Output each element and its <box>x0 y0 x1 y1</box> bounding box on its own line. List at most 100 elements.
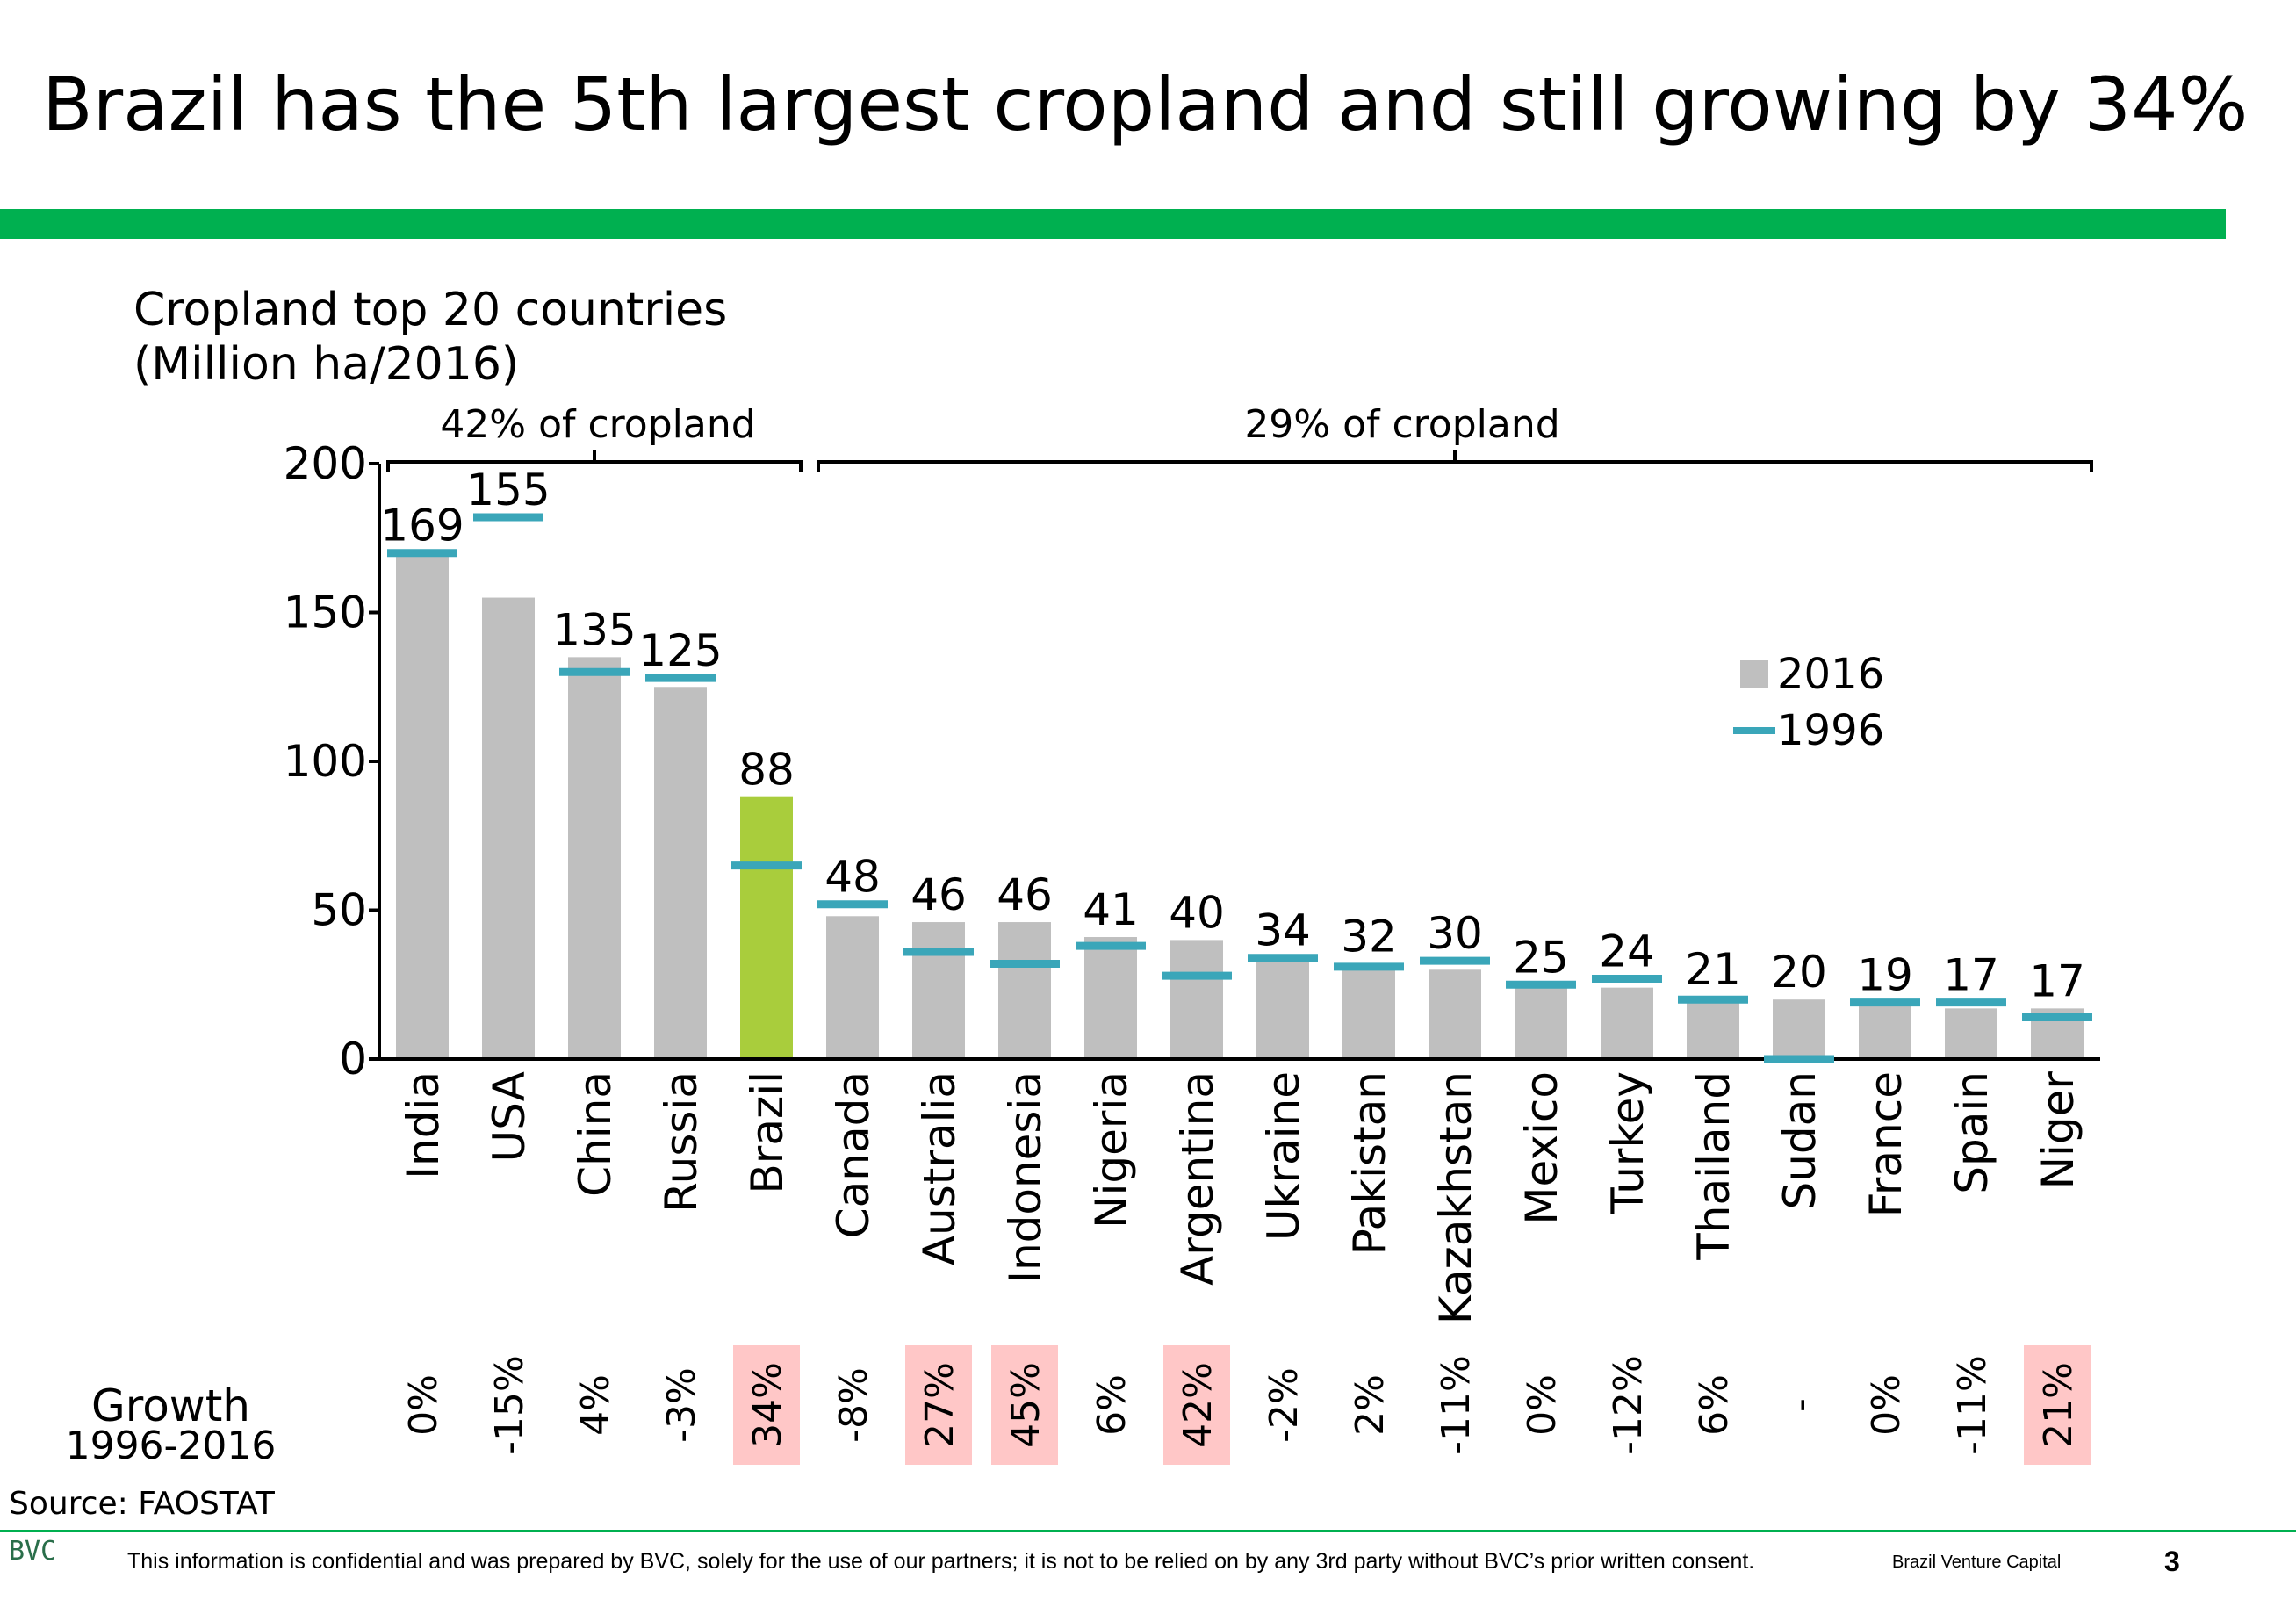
footer-brand: Brazil Venture Capital <box>1892 1553 2062 1572</box>
category-label: Kazakhstan <box>1430 1071 1481 1324</box>
category-label: USA <box>484 1071 535 1162</box>
growth-value: 27% <box>918 1362 962 1448</box>
category-label: Indonesia <box>1000 1071 1051 1284</box>
growth-value: 6% <box>1692 1374 1737 1436</box>
category-label: India <box>398 1071 449 1179</box>
bar-2016-spain <box>1945 1008 1997 1059</box>
value-label: 24 <box>1599 926 1655 977</box>
bar-2016-argentina <box>1170 940 1223 1059</box>
bar-2016-sudan <box>1773 999 1825 1059</box>
category-label: China <box>570 1071 621 1197</box>
growth-highlight-box <box>1163 1345 1230 1465</box>
chart-subtitle: Cropland top 20 countries (Million ha/20… <box>133 283 727 392</box>
growth-value: 0% <box>401 1374 446 1436</box>
category-label: Argentina <box>1172 1071 1223 1286</box>
category-label: Spain <box>1947 1071 1997 1194</box>
category-label: Australia <box>914 1071 965 1265</box>
source-note: Source: FAOSTAT <box>9 1486 275 1522</box>
bar-2016-mexico <box>1515 984 1567 1059</box>
growth-value: -12% <box>1606 1355 1651 1455</box>
category-label: Niger <box>2033 1071 2084 1190</box>
category-label: Ukraine <box>1258 1071 1309 1241</box>
growth-value: 0% <box>1520 1374 1565 1436</box>
category-label: France <box>1861 1071 1911 1217</box>
value-label: 88 <box>738 745 795 796</box>
group-label: 42% of cropland <box>440 402 755 447</box>
value-label: 135 <box>552 604 636 655</box>
bar-2016-china <box>568 657 621 1059</box>
value-label: 48 <box>824 852 881 903</box>
title-accent-bar <box>0 209 2226 239</box>
bar-2016-nigeria <box>1084 937 1137 1059</box>
y-tick-label: 200 <box>284 438 367 489</box>
growth-highlight-box <box>905 1345 972 1465</box>
group-label: 29% of cropland <box>1244 402 1559 447</box>
category-label: Thailand <box>1688 1071 1739 1261</box>
category-label: Russia <box>656 1071 707 1213</box>
bar-2016-russia <box>654 687 707 1059</box>
bar-2016-kazakhstan <box>1429 969 1481 1059</box>
y-tick-label: 150 <box>284 587 367 638</box>
bar-2016-brazil <box>740 796 793 1059</box>
bar-2016-france <box>1859 1002 1911 1059</box>
footer-divider <box>0 1530 2296 1532</box>
category-label: Nigeria <box>1086 1071 1137 1229</box>
growth-highlight-box <box>2024 1345 2091 1465</box>
growth-row-label: Growth 1996-2016 <box>54 1384 287 1468</box>
chart-subtitle-line1: Cropland top 20 countries <box>133 284 728 336</box>
category-label: Sudan <box>1774 1071 1825 1210</box>
growth-highlight-box <box>733 1345 800 1465</box>
growth-value: 0% <box>1864 1374 1909 1436</box>
chart-subtitle-line2: (Million ha/2016) <box>133 338 520 391</box>
value-label: 34 <box>1255 905 1311 956</box>
growth-value: -8% <box>831 1367 876 1443</box>
confidentiality-notice: This information is confidential and was… <box>127 1549 1755 1574</box>
value-label: 41 <box>1083 884 1139 935</box>
growth-value: 21% <box>2036 1362 2081 1448</box>
growth-value: -15% <box>487 1355 532 1455</box>
legend-swatch-2016 <box>1740 660 1768 688</box>
value-label: 169 <box>380 501 464 551</box>
bar-2016-thailand <box>1687 996 1739 1059</box>
value-label: 40 <box>1169 887 1225 938</box>
bar-2016-canada <box>826 916 879 1059</box>
value-label: 46 <box>997 869 1053 920</box>
bar-2016-usa <box>482 597 535 1059</box>
bar-2016-india <box>396 556 449 1059</box>
value-label: 17 <box>2029 955 2085 1006</box>
growth-value: 2% <box>1348 1374 1393 1436</box>
growth-highlight-box <box>991 1345 1058 1465</box>
category-label: Pakistan <box>1344 1071 1395 1255</box>
growth-value: - <box>1778 1398 1823 1412</box>
bar-2016-pakistan <box>1342 963 1395 1059</box>
growth-value: 45% <box>1004 1362 1048 1448</box>
y-tick-label: 100 <box>284 736 367 787</box>
bar-2016-indonesia <box>998 922 1051 1059</box>
value-label: 17 <box>1943 950 1999 1001</box>
growth-value: 6% <box>1090 1374 1134 1436</box>
y-tick-label: 0 <box>339 1034 367 1085</box>
page-number: 3 <box>2164 1546 2180 1577</box>
bvc-logo: BVC <box>9 1536 57 1567</box>
growth-value: -11% <box>1950 1355 1995 1455</box>
bar-2016-ukraine <box>1256 957 1309 1059</box>
bar-2016-australia <box>912 922 965 1059</box>
category-label: Canada <box>828 1071 879 1238</box>
value-label: 155 <box>466 465 550 515</box>
category-label: Turkey <box>1602 1071 1653 1215</box>
bar-2016-turkey <box>1601 987 1653 1059</box>
growth-value: 42% <box>1176 1362 1220 1448</box>
value-label: 32 <box>1341 912 1397 962</box>
value-label: 46 <box>910 869 967 920</box>
value-label: 20 <box>1771 947 1827 998</box>
value-label: 30 <box>1427 908 1483 959</box>
growth-value: 4% <box>573 1374 618 1436</box>
group-bracket <box>386 450 803 472</box>
value-label: 25 <box>1513 932 1569 983</box>
value-label: 125 <box>638 625 722 676</box>
growth-value: 34% <box>745 1362 790 1448</box>
growth-label-line2: 1996-2016 <box>65 1423 277 1468</box>
value-label: 21 <box>1685 944 1741 995</box>
growth-value: -3% <box>659 1367 704 1443</box>
category-label: Mexico <box>1516 1071 1567 1225</box>
